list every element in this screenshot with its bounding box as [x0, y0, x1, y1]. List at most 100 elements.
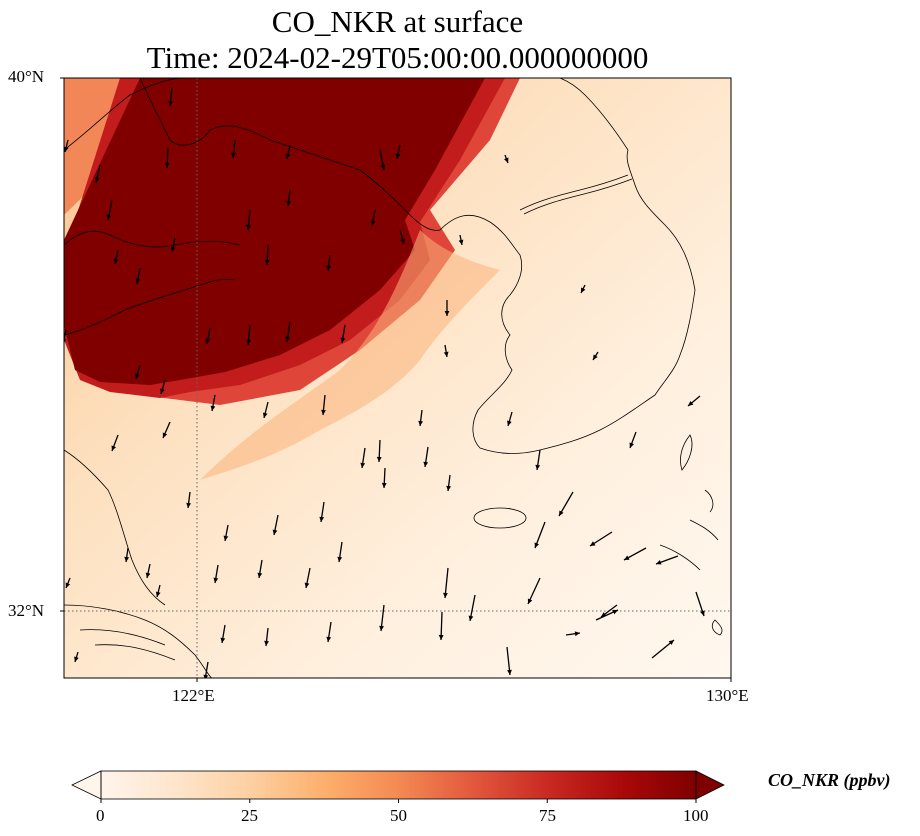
wind-vector-head: [155, 591, 161, 597]
yangtze-estuary-islands: [79, 629, 176, 661]
lon-label-122: 122°E: [172, 686, 215, 705]
wind-vector-head: [370, 220, 376, 226]
wind-vector-head: [668, 640, 674, 646]
coastline-bohai-south: [64, 230, 241, 248]
wind-vector-head: [395, 153, 401, 159]
wind-vector-head: [700, 610, 705, 616]
coastline-shandong: [64, 278, 236, 336]
wind-vector-head: [164, 162, 170, 168]
wind-vector-head: [400, 238, 405, 244]
wind-vector-head: [326, 265, 332, 271]
wind-vector-head: [135, 278, 141, 284]
wind-vector-head: [231, 152, 236, 158]
wind-vector-head: [337, 556, 343, 562]
wind-vector-head: [534, 542, 540, 548]
plume-core: [64, 78, 485, 385]
wind-vector-head: [443, 351, 449, 357]
wind-vector-head: [124, 556, 130, 562]
small-island-se: [711, 619, 723, 636]
wind-vector-head: [65, 582, 71, 588]
plume-tail: [200, 230, 500, 480]
wind-vector-head: [656, 560, 662, 565]
border-dmz: [519, 174, 629, 211]
wind-vector-head: [380, 164, 386, 170]
wind-vector-head: [162, 432, 168, 438]
wind-vector-head: [106, 214, 112, 220]
wind-vector-head: [64, 339, 67, 343]
cb-label-25: 25: [241, 806, 258, 825]
wind-vector-head: [624, 555, 630, 560]
wind-vector-head: [246, 339, 251, 345]
wind-vector-head: [74, 656, 79, 662]
map-title-line1: CO_NKR at surface: [271, 4, 524, 39]
tsushima-island: [680, 434, 693, 471]
coastline-korea-peninsula: [472, 149, 696, 454]
map-title-line2: Time: 2024-02-29T05:00:00.000000000: [146, 40, 649, 75]
border-dmz-2: [523, 178, 633, 215]
wind-vector-head: [257, 572, 263, 578]
lat-label-32: 32°N: [8, 601, 45, 620]
wind-vector-head: [319, 516, 325, 522]
wind-vector-head: [304, 582, 310, 588]
coastline-korea-east-north: [559, 78, 629, 151]
wind-vector-head: [326, 636, 332, 642]
wind-vector-head: [168, 100, 173, 106]
wind-vector-head: [507, 420, 512, 426]
jeju-island: [473, 507, 527, 529]
wind-vector-head: [527, 598, 533, 604]
wind-vector-head: [507, 669, 512, 675]
cb-label-75: 75: [539, 806, 556, 825]
wind-vector-head: [135, 373, 140, 379]
coastlines: [64, 78, 723, 678]
wind-vector-head: [111, 445, 117, 451]
wind-vector-head: [170, 246, 176, 252]
wind-vector-head: [210, 405, 216, 411]
wind-vector-head: [629, 442, 635, 448]
colorbar-extend-max: [695, 770, 725, 800]
wind-vector-head: [379, 625, 384, 631]
wind-vector-head: [446, 485, 452, 491]
wind-vector-head: [590, 541, 596, 546]
wind-vector-head: [186, 502, 192, 508]
wind-vector-head: [340, 337, 346, 343]
wind-vector-head: [223, 535, 229, 541]
lon-label-130: 130°E: [706, 686, 749, 705]
wind-vector-head: [264, 259, 270, 265]
colorbar-extend-min: [71, 770, 102, 800]
wind-vector-head: [205, 338, 211, 344]
wind-vector-head: [285, 153, 291, 159]
wind-vector-head: [285, 336, 291, 342]
wind-vectors: [64, 87, 705, 678]
wind-vector-head: [381, 482, 387, 488]
wind-vector-head: [444, 311, 450, 316]
cb-label-100: 100: [683, 806, 709, 825]
lat-label-40: 40°N: [8, 67, 45, 86]
wind-vector-head: [458, 239, 464, 245]
map-frame: [63, 77, 732, 679]
wind-vector-head: [574, 631, 580, 637]
wind-vector-head: [593, 354, 598, 360]
wind-vector-head: [688, 400, 694, 406]
coastline-liaodong-north: [64, 78, 186, 151]
wind-vector-head: [423, 461, 429, 467]
wind-vector: [444, 567, 449, 599]
wind-vector-head: [64, 146, 69, 152]
wind-vector-head: [612, 609, 618, 615]
wind-vector-head: [443, 592, 448, 598]
coastline-yangtze: [64, 604, 213, 678]
wind-vector-head: [468, 615, 474, 621]
colorbar: [71, 770, 725, 803]
wind-vector-head: [272, 529, 278, 535]
map-panel: [64, 78, 731, 678]
wind-vector-head: [94, 177, 100, 183]
wind-vector-head: [160, 388, 165, 394]
cb-label-0: 0: [96, 806, 105, 825]
wind-vector-head: [145, 572, 151, 578]
colorbar-label: CO_NKR (ppbv): [768, 770, 891, 790]
wind-vector-head: [246, 224, 251, 230]
wind-vector-head: [286, 200, 292, 206]
wind-vector-head: [360, 462, 366, 468]
wind-vector-head: [535, 464, 541, 470]
wind-vector-head: [503, 157, 509, 163]
